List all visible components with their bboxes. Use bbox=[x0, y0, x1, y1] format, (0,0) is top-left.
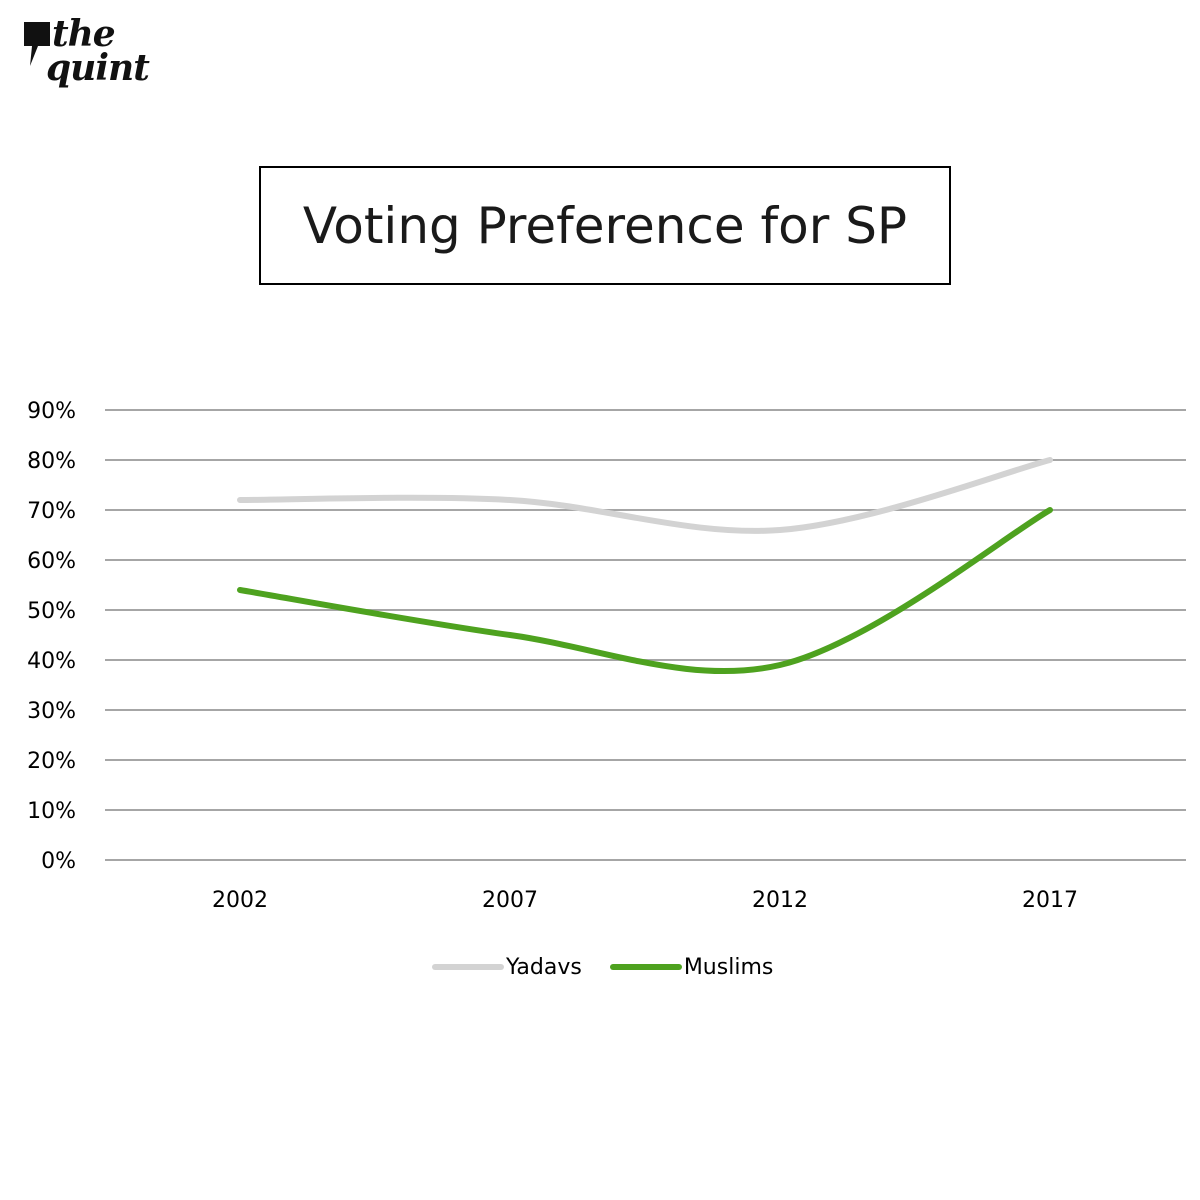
y-tick-label: 0% bbox=[41, 849, 76, 874]
legend-item-yadavs: Yadavs bbox=[432, 955, 582, 980]
chart-title: Voting Preference for SP bbox=[302, 196, 908, 255]
series-line-yadavs bbox=[237, 457, 1053, 534]
logo-wordmark: the quint bbox=[46, 16, 150, 87]
legend-label-yadavs: Yadavs bbox=[506, 954, 582, 980]
x-tick-label: 2017 bbox=[1022, 888, 1078, 913]
y-tick-label: 70% bbox=[27, 499, 76, 524]
legend-item-muslims: Muslims bbox=[609, 954, 774, 980]
y-tick-label: 10% bbox=[27, 799, 76, 824]
logo-line-1: the bbox=[52, 13, 116, 55]
y-tick-label: 60% bbox=[27, 549, 76, 574]
x-tick-label: 2002 bbox=[212, 888, 268, 913]
x-tick-label: 2007 bbox=[482, 888, 538, 913]
y-tick-label: 80% bbox=[27, 449, 76, 474]
gridlines bbox=[105, 409, 1186, 861]
speech-bubble-icon bbox=[24, 22, 50, 66]
x-axis-tick-labels: 2002 2007 2012 2017 bbox=[212, 888, 1078, 913]
x-tick-label: 2012 bbox=[752, 888, 808, 913]
y-axis-tick-labels: 0% 10% 20% 30% 40% 50% 60% 70% 80% 90% bbox=[27, 399, 76, 874]
series-line-muslims bbox=[237, 507, 1053, 674]
series-lines bbox=[237, 457, 1053, 674]
logo-line-2: quint bbox=[46, 47, 150, 90]
chart-title-box: Voting Preference for SP bbox=[259, 166, 951, 285]
y-tick-label: 40% bbox=[27, 649, 76, 674]
y-tick-label: 90% bbox=[27, 399, 76, 424]
legend-swatch-yadavs bbox=[432, 964, 504, 970]
y-tick-label: 30% bbox=[27, 699, 76, 724]
y-tick-label: 50% bbox=[27, 599, 76, 624]
legend-label-muslims: Muslims bbox=[683, 954, 774, 980]
the-quint-logo: the quint bbox=[20, 16, 160, 102]
y-tick-label: 20% bbox=[27, 749, 76, 774]
chart-legend: Yadavs Muslims bbox=[432, 950, 773, 984]
legend-swatch-muslims bbox=[609, 964, 682, 970]
